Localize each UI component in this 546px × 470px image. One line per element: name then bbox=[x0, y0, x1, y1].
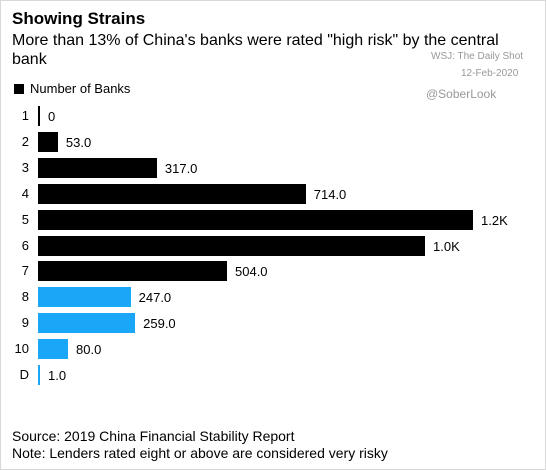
annotation: 12-Feb-2020 bbox=[461, 68, 519, 79]
bar bbox=[38, 339, 68, 360]
value-label: 317.0 bbox=[164, 160, 198, 176]
bar bbox=[38, 183, 306, 204]
chart-subtitle: More than 13% of China's banks were rate… bbox=[12, 32, 499, 68]
value-label: 1.0 bbox=[48, 368, 67, 383]
value-label: 80.0 bbox=[76, 342, 102, 358]
value-label: 714.0 bbox=[313, 186, 347, 202]
value-label: 247.0 bbox=[138, 290, 172, 306]
note: Note: Lenders rated eight or above are c… bbox=[12, 445, 388, 461]
value-label: 0 bbox=[48, 109, 56, 124]
legend-label: Number of Banks bbox=[30, 81, 131, 96]
bar bbox=[38, 313, 136, 334]
annotation: @SoberLook bbox=[426, 87, 497, 101]
bar bbox=[38, 106, 40, 126]
bar bbox=[38, 287, 131, 308]
bar bbox=[38, 261, 227, 282]
y-tick-label: 3 bbox=[21, 159, 29, 175]
value-label: 259.0 bbox=[143, 316, 176, 332]
value-label: 53.0 bbox=[65, 134, 92, 150]
bar bbox=[38, 235, 425, 256]
y-tick-label: 2 bbox=[21, 133, 29, 149]
value-label: 1.0K bbox=[433, 238, 460, 254]
annotation: WSJ: The Daily Shot bbox=[431, 51, 524, 62]
chart-title: Showing Strains bbox=[12, 9, 146, 28]
y-tick-label: 7 bbox=[21, 263, 29, 279]
y-tick-label: 10 bbox=[14, 341, 29, 357]
y-tick-label: 9 bbox=[21, 315, 29, 331]
y-tick-label: D bbox=[19, 367, 29, 382]
bar bbox=[38, 365, 40, 385]
bar bbox=[38, 131, 58, 152]
y-tick-label: 1 bbox=[21, 108, 29, 123]
source: Source: 2019 China Financial Stability R… bbox=[12, 428, 295, 444]
y-tick-label: 5 bbox=[21, 211, 29, 227]
bar bbox=[38, 157, 157, 178]
bar bbox=[38, 209, 473, 230]
value-label: 504.0 bbox=[235, 264, 268, 280]
legend-swatch bbox=[14, 83, 24, 94]
y-tick-label: 4 bbox=[21, 185, 29, 201]
legend: Number of Banks bbox=[14, 81, 130, 96]
y-tick-label: 8 bbox=[21, 289, 29, 305]
value-label: 1.2K bbox=[481, 212, 508, 228]
y-tick-label: 6 bbox=[21, 237, 29, 253]
